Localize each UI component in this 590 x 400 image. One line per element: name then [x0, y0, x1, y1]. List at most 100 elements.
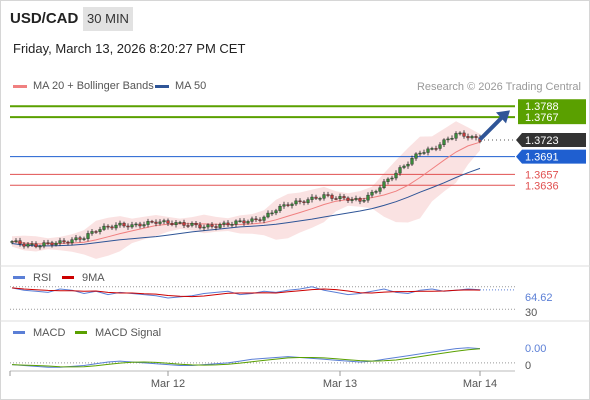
candle-body [198, 224, 202, 229]
candle-body [398, 167, 402, 174]
candle-body [366, 194, 370, 201]
candle-body [302, 201, 306, 203]
candle-body [118, 222, 122, 226]
candle-body [78, 237, 82, 240]
candle-body [102, 225, 106, 230]
candle-body [70, 239, 74, 244]
candle-body [262, 216, 266, 221]
candle-body [222, 222, 226, 225]
legend-ma20: MA 20 + Bollinger Bands [13, 80, 154, 92]
macd-value-label: 0.00 [525, 343, 546, 355]
candle-body [326, 194, 330, 196]
candle-body [458, 132, 462, 135]
bollinger-band [12, 121, 480, 259]
candle-body [94, 231, 98, 233]
candle-body [38, 245, 42, 248]
candle-body [54, 242, 58, 246]
ma20-line [11, 141, 481, 245]
candle-body [422, 152, 426, 154]
candle-body [66, 241, 70, 244]
candle-body [470, 136, 474, 139]
candle-body [114, 224, 118, 229]
candle-body [142, 224, 146, 227]
candle-body [282, 204, 286, 207]
candle-body [106, 225, 110, 228]
macd-line [11, 347, 481, 368]
candle-body [122, 222, 126, 227]
candle-body [278, 205, 282, 211]
candle-body [150, 221, 154, 223]
candle-body [26, 243, 30, 247]
rsi-legend-swatch [13, 276, 25, 279]
candle-body [46, 242, 50, 244]
macd-signal-legend-label: MACD Signal [95, 327, 161, 339]
rsi-ma-line [11, 287, 481, 298]
candle-body [454, 133, 458, 139]
candle-body [130, 224, 134, 228]
candle-body [322, 194, 326, 199]
macd-legend-label: MACD [33, 327, 65, 339]
candle-body [450, 138, 454, 140]
candle-body [230, 224, 234, 226]
candle-body [462, 132, 466, 137]
candle-body [174, 222, 178, 225]
candle-body [238, 220, 242, 223]
candle-body [98, 229, 102, 232]
rsi-legend-label: RSI [33, 272, 51, 284]
candle-body [218, 224, 222, 228]
projection-arrow-head [496, 110, 510, 124]
timestamp: Friday, March 13, 2026 8:20:27 PM CET [13, 41, 246, 56]
candle-body [438, 144, 442, 149]
candle-body [350, 199, 354, 201]
candle-body [270, 212, 274, 215]
candle-body [386, 178, 390, 182]
candle-body [402, 165, 406, 168]
candle-body [58, 240, 62, 244]
candle-body [158, 221, 162, 224]
candle-body [374, 191, 378, 193]
candle-body [342, 196, 346, 199]
target-labels-bg [518, 99, 586, 125]
rsi-value-label: 64.62 [525, 292, 553, 304]
timeframe-badge[interactable]: 30 MIN [83, 7, 133, 31]
candle-body [346, 197, 350, 201]
candle-body [266, 212, 270, 218]
candle-body [50, 242, 54, 246]
candle-body [126, 225, 130, 228]
candle-body [146, 221, 150, 225]
candle-body [334, 198, 338, 200]
candle-body [110, 226, 114, 229]
candle-body [294, 200, 298, 205]
legend-ma50-label: MA 50 [175, 80, 207, 92]
candle-body [310, 196, 314, 200]
candle-body [354, 198, 358, 200]
candle-body [254, 218, 258, 221]
candle-body [206, 224, 210, 228]
candle-body [202, 226, 206, 229]
macd-legend-swatch [13, 331, 25, 334]
support-label-1.3657: 1.3657 [525, 169, 559, 181]
candle-body [378, 187, 382, 192]
candle-body [318, 198, 322, 200]
macd-signal-legend-swatch [75, 331, 87, 334]
ma20-swatch [13, 84, 27, 88]
candle-body [134, 223, 138, 226]
ma50-swatch [155, 84, 169, 88]
candle-body [210, 224, 214, 227]
candle-body [426, 148, 430, 153]
candle-body [22, 243, 26, 247]
candle-body [358, 198, 362, 202]
candle-body [314, 196, 318, 199]
candle-body [74, 237, 78, 240]
projection-arrow-shaft [478, 113, 506, 141]
target-label-2: 1.3767 [525, 112, 559, 124]
candle-body [162, 220, 166, 223]
ma50-line [11, 167, 481, 247]
candle-body [10, 241, 14, 243]
candle-body [166, 220, 170, 224]
candle-body [446, 138, 450, 141]
candle-body [194, 222, 198, 226]
candle-body [14, 240, 18, 242]
candle-body [90, 231, 94, 234]
